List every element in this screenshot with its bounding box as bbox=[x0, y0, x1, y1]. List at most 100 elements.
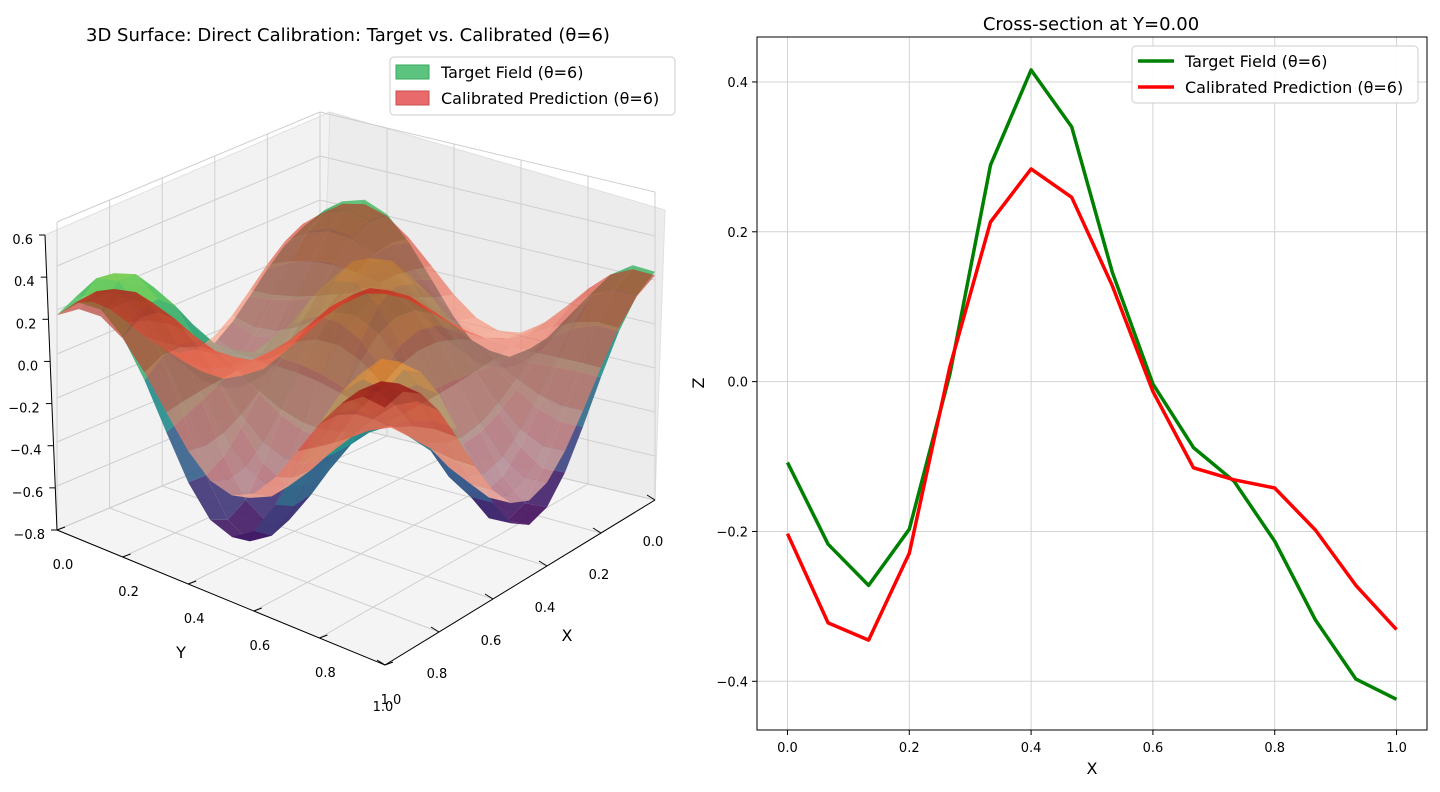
wall-gridline bbox=[319, 111, 656, 193]
calibrated-surface-facet bbox=[596, 290, 637, 328]
cross-section-legend: Target Field (θ=6) Calibrated Prediction… bbox=[1131, 45, 1419, 104]
calibrated-surface-facet bbox=[360, 333, 401, 385]
target-surface-facet bbox=[253, 504, 294, 536]
calibrated-surface-facet bbox=[140, 312, 180, 356]
calibrated-surface-facet bbox=[592, 269, 633, 294]
floor-gridline bbox=[109, 507, 440, 633]
x-tick-label: 0.0 bbox=[777, 741, 798, 756]
calibrated-surface-facet bbox=[351, 222, 392, 255]
calibrated-surface-facet bbox=[231, 493, 272, 498]
y-tick-mark bbox=[188, 580, 197, 585]
calibrated-surface-facet bbox=[259, 366, 299, 409]
x-tick-label: 0.4 bbox=[1021, 741, 1042, 756]
calibrated-surface-facet bbox=[219, 370, 260, 415]
y-tick-mark bbox=[56, 526, 66, 531]
y-tick-label: 0.4 bbox=[184, 612, 205, 627]
wall-gridline bbox=[56, 155, 321, 267]
calibrated-surface-facet bbox=[396, 310, 437, 351]
x-tick-mark bbox=[538, 560, 548, 567]
legend-label-target: Target Field (θ=6) bbox=[440, 63, 583, 82]
calibrated-surface-facet bbox=[334, 239, 374, 273]
calibrated-surface-facet bbox=[391, 426, 431, 449]
calibrated-surface-facet bbox=[374, 242, 414, 276]
calibrated-surface-facet bbox=[253, 477, 294, 497]
calibrated-surface-facet bbox=[311, 231, 352, 266]
y-tick-label: −0.2 bbox=[716, 525, 748, 540]
calibrated-surface-facet bbox=[435, 429, 475, 467]
calibrated-surface-facet bbox=[237, 360, 277, 391]
calibrated-surface-facet bbox=[210, 479, 250, 498]
target-surface-facet bbox=[96, 273, 136, 282]
calibrated-surface-facet bbox=[524, 446, 565, 483]
calibrated-surface-facet bbox=[245, 441, 286, 486]
calibrated-surface-facet bbox=[293, 442, 334, 478]
calibrated-surface-facet bbox=[298, 294, 339, 327]
calibrated-surface-facet bbox=[363, 381, 403, 408]
calibrated-surface-facet bbox=[271, 469, 312, 497]
calibrated-surface-facet bbox=[494, 346, 535, 379]
calibrated-surface-facet bbox=[236, 326, 277, 359]
floor-gridline bbox=[187, 451, 455, 585]
calibrated-surface-facet bbox=[338, 315, 379, 361]
calibrated-surface-facet bbox=[347, 204, 387, 223]
target-surface-facet bbox=[524, 468, 565, 508]
y-axis-line bbox=[56, 529, 386, 666]
calibrated-surface-facet bbox=[294, 312, 335, 343]
surface-panel: 3D Surface: Direct Calibration: Target v… bbox=[8, 25, 676, 715]
calibrated-surface-facet bbox=[476, 359, 517, 403]
x-tick-label: 0.8 bbox=[427, 667, 448, 682]
calibrated-surface-facet bbox=[512, 327, 553, 353]
calibrated-surface-facet bbox=[254, 294, 295, 331]
calibrated-surface-facet bbox=[232, 290, 273, 327]
cross-section-lines bbox=[785, 68, 1398, 701]
calibrated-surface-facet bbox=[122, 318, 163, 373]
calibrated-surface-facet bbox=[166, 400, 206, 451]
calibrated-surface-facet bbox=[440, 382, 481, 437]
y-tick-mark bbox=[384, 661, 394, 666]
calibrated-surface-facet bbox=[263, 409, 304, 459]
wall-gridline bbox=[56, 111, 321, 223]
cross-section-y-ticks: −0.4 −0.2 0.0 0.2 0.4 bbox=[716, 76, 757, 690]
y-tick-mark bbox=[122, 553, 131, 558]
calibrated-surface-facet bbox=[157, 312, 198, 348]
cs-legend-label-target: Target Field (θ=6) bbox=[1184, 52, 1327, 71]
y-tick-label: 1.0 bbox=[381, 693, 402, 708]
calibrated-surface-facet bbox=[391, 238, 432, 270]
calibrated-surface bbox=[57, 203, 655, 503]
calibrated-surface-facet bbox=[289, 231, 330, 262]
y-ticks: 0.0 0.2 0.4 0.6 0.8 1.0 bbox=[53, 526, 402, 708]
plot-area bbox=[757, 37, 1427, 730]
calibrated-surface-facet bbox=[516, 352, 557, 395]
z-tick-label: −0.6 bbox=[12, 486, 44, 501]
calibrated-surface-facet bbox=[223, 414, 264, 467]
y-tick-label: 0.2 bbox=[727, 226, 748, 241]
calibrated-surface-facet bbox=[453, 459, 493, 491]
calibrated-surface-facet bbox=[542, 405, 583, 451]
target-surface-facet bbox=[188, 475, 228, 520]
calibrated-surface-facet bbox=[259, 326, 299, 359]
x-tick-mark bbox=[592, 527, 602, 534]
calibrated-prediction-line bbox=[785, 167, 1398, 642]
target-surface-facet bbox=[431, 451, 471, 498]
z-tick-label: 0.2 bbox=[16, 317, 37, 332]
calibrated-surface-facet bbox=[356, 297, 397, 334]
calibrated-surface-facet bbox=[324, 203, 365, 213]
calibrated-surface-facet bbox=[431, 313, 472, 340]
cross-section-grid bbox=[757, 37, 1427, 730]
x-tick-label: 1.0 bbox=[373, 700, 394, 715]
calibrated-surface-facet bbox=[418, 342, 459, 393]
calibrated-surface-facet bbox=[470, 484, 511, 503]
z-ticks: −0.8 −0.6 −0.4 −0.2 0.0 0.2 0.4 0.6 bbox=[8, 233, 57, 543]
calibrated-surface-facet bbox=[214, 315, 255, 353]
calibrated-surface-facet bbox=[118, 292, 158, 319]
target-surface-facet bbox=[506, 503, 547, 525]
calibrated-surface-facet bbox=[341, 381, 382, 404]
z-tick-label: −0.2 bbox=[8, 402, 40, 417]
calibrated-surface-facet bbox=[351, 419, 391, 438]
calibrated-surface-facet bbox=[436, 339, 477, 383]
calibrated-surface-facet bbox=[352, 288, 392, 298]
calibrated-surface-facet bbox=[392, 291, 432, 314]
calibrated-surface-facet bbox=[201, 380, 242, 433]
calibrated-surface-facet bbox=[254, 342, 295, 366]
